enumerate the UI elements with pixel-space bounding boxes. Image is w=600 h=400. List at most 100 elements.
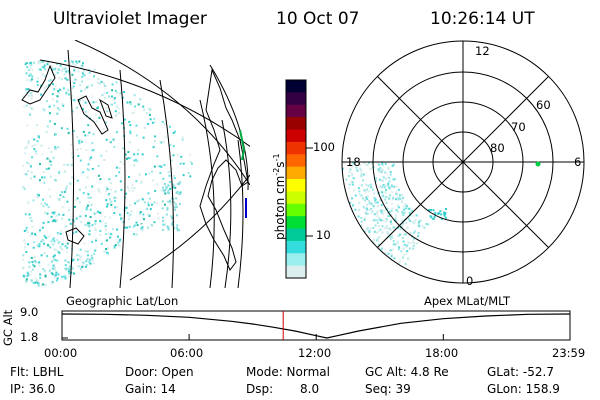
speckle-dot	[384, 251, 387, 254]
speckle-dot	[71, 87, 74, 89]
speckle-dot	[64, 259, 67, 262]
speckle-dot	[31, 232, 34, 235]
speckle-dot	[126, 101, 129, 104]
speckle-dot	[367, 190, 370, 193]
speckle-dot	[37, 282, 40, 285]
speckle-dot	[57, 232, 60, 235]
speckle-dot	[133, 224, 136, 227]
speckle-dot	[139, 212, 141, 215]
aurora-arc-green	[239, 129, 246, 161]
speckle-dot	[91, 240, 94, 243]
speckle-dot	[52, 255, 55, 258]
speckle-dot	[33, 148, 36, 151]
speckle-dot	[412, 247, 415, 250]
speckle-dot	[167, 228, 170, 231]
speckle-dot	[153, 117, 156, 120]
speckle-dot	[107, 203, 110, 206]
speckle-dot	[65, 225, 68, 228]
speckle-dot	[388, 215, 391, 217]
speckle-dot	[339, 163, 341, 165]
speckle-dot	[97, 78, 100, 81]
speckle-dot	[109, 236, 112, 239]
speckle-dot	[126, 211, 129, 214]
speckle-dot	[384, 191, 387, 194]
speckle-dot	[402, 240, 405, 243]
mlt-label-6: 6	[574, 155, 582, 169]
alt-xtick-1800: 18:00	[425, 346, 459, 360]
speckle-dot	[175, 226, 178, 229]
speckle-dot	[392, 240, 395, 242]
speckle-dot	[29, 64, 32, 67]
speckle-dot	[95, 239, 97, 242]
speckle-dot	[365, 212, 368, 215]
altitude-ylabel: GC Alt	[1, 309, 15, 346]
speckle-dot	[81, 172, 83, 175]
speckle-dot	[110, 203, 113, 206]
speckle-dot	[105, 138, 108, 141]
colorbar-band	[286, 129, 306, 143]
speckle-dot	[42, 239, 45, 242]
speckle-dot	[43, 109, 46, 112]
speckle-dot	[413, 230, 416, 233]
speckle-dot	[388, 193, 391, 196]
speckle-dot	[397, 206, 400, 209]
speckle-dot	[381, 191, 384, 194]
speckle-dot	[46, 255, 49, 258]
speckle-dot	[149, 118, 152, 121]
speckle-dot	[58, 108, 61, 111]
speckle-dot	[182, 174, 185, 177]
speckle-dot	[52, 238, 55, 241]
speckle-dot	[371, 210, 374, 213]
speckle-dot	[387, 227, 389, 230]
speckle-dot	[42, 221, 45, 224]
speckle-dot	[363, 230, 366, 233]
speckle-dot	[85, 208, 88, 211]
speckle-dot	[69, 265, 72, 268]
speckle-dot	[151, 121, 154, 124]
latitude-line	[39, 59, 250, 148]
speckle-dot	[116, 131, 118, 134]
speckle-dot	[115, 206, 118, 209]
speckle-dot	[352, 177, 355, 180]
speckle-dot	[84, 110, 87, 113]
speckle-dot	[105, 248, 107, 250]
speckle-dot	[394, 178, 397, 180]
alt-xtick-0000: 00:00	[44, 346, 78, 360]
speckle-dot	[161, 121, 164, 123]
speckle-dot	[107, 232, 110, 235]
speckle-dot	[402, 212, 405, 215]
speckle-dot	[57, 68, 60, 71]
speckle-dot	[78, 140, 81, 143]
speckle-dot	[56, 219, 59, 222]
speckle-dot	[32, 263, 35, 266]
speckle-dot	[401, 201, 404, 204]
speckle-dot	[388, 227, 391, 230]
speckle-dot	[56, 95, 59, 98]
speckle-dot	[369, 203, 372, 206]
speckle-dot	[174, 203, 177, 206]
speckle-dot	[91, 259, 94, 262]
speckle-dot	[34, 277, 37, 280]
speckle-dot	[407, 250, 410, 253]
speckle-dot	[58, 76, 60, 79]
image-date: 10 Oct 07	[276, 9, 360, 29]
speckle-dot	[72, 85, 75, 88]
speckle-dot	[47, 147, 50, 150]
speckle-dot	[381, 247, 383, 250]
speckle-dot	[123, 91, 126, 93]
speckle-dot	[97, 82, 100, 85]
speckle-dot	[43, 251, 46, 254]
speckle-dot	[48, 235, 51, 238]
speckle-dot	[164, 189, 167, 191]
speckle-dot	[391, 207, 394, 210]
speckle-dot	[68, 272, 71, 275]
speckle-dot	[131, 112, 134, 115]
speckle-dot	[36, 196, 39, 199]
speckle-dot	[64, 60, 67, 62]
speckle-dot	[125, 192, 128, 195]
speckle-dot	[51, 68, 54, 71]
speckle-dot	[49, 120, 52, 123]
speckle-dot	[38, 261, 41, 264]
speckle-dot	[378, 253, 381, 256]
speckle-dot	[384, 184, 387, 187]
